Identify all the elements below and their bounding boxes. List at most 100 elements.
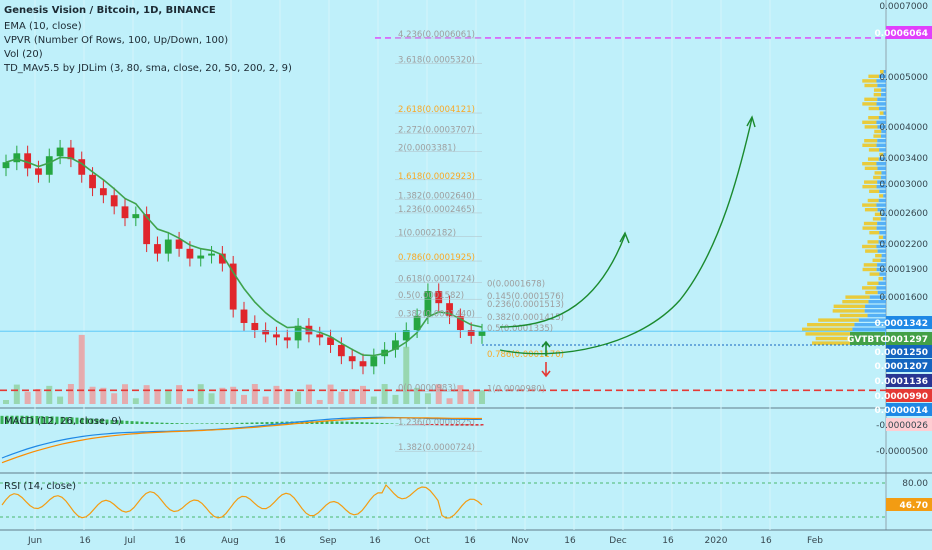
candle-body[interactable]: [456, 316, 464, 331]
vpvr-bar-up: [862, 79, 877, 83]
price-badge-label: 0.0001207: [874, 362, 928, 372]
macd-tick: -0.0000500: [876, 447, 928, 457]
candle-body[interactable]: [143, 214, 151, 245]
candle-body[interactable]: [99, 188, 107, 196]
candle-body[interactable]: [435, 291, 443, 304]
candle-body[interactable]: [13, 153, 21, 163]
candle-body[interactable]: [121, 206, 129, 219]
fib-label: 1.236(0.0000825): [398, 418, 475, 428]
volume-bar: [208, 393, 215, 404]
candle-body[interactable]: [240, 309, 248, 323]
price-badge-label: 0.0000014: [874, 406, 928, 416]
price-badge-label: 0.0006064: [874, 29, 928, 39]
vpvr-bar-down: [879, 272, 886, 276]
macd-histogram-bar: [240, 422, 244, 424]
fib-label: 0.786(0.0001925): [398, 253, 475, 263]
vpvr-bar-up: [845, 295, 870, 299]
volume-bar: [176, 385, 183, 404]
candle-body[interactable]: [283, 337, 291, 341]
macd-histogram-bar: [85, 418, 89, 424]
candle-body[interactable]: [402, 330, 410, 341]
candle-body[interactable]: [273, 334, 280, 338]
macd-signal-line: [1, 417, 482, 464]
candle-body[interactable]: [154, 244, 161, 254]
candle-body[interactable]: [186, 248, 194, 259]
vpvr-bar-up: [873, 88, 882, 92]
candle-body[interactable]: [35, 168, 42, 175]
candle-body[interactable]: [175, 239, 183, 249]
candle-body[interactable]: [348, 356, 356, 362]
candle-body[interactable]: [359, 361, 367, 367]
volume-bar: [251, 384, 258, 404]
vpvr-bar-down: [880, 217, 886, 221]
projection-arrow-2: [499, 117, 753, 355]
candle-body[interactable]: [262, 330, 270, 335]
vpvr-bar-up: [839, 313, 868, 318]
vpvr-bar-down: [876, 143, 886, 147]
macd-histogram-bar: [205, 423, 209, 424]
candle-body[interactable]: [467, 330, 475, 336]
macd-histogram-bar: [265, 422, 269, 424]
candle-body[interactable]: [56, 147, 64, 157]
macd-histogram-bar: [230, 423, 234, 424]
macd-histogram-bar: [60, 416, 64, 424]
macd-histogram-bar: [335, 421, 339, 424]
macd-histogram-bar: [160, 422, 164, 424]
candle-body[interactable]: [478, 331, 486, 336]
vpvr-bar-down: [876, 286, 886, 290]
candle-body[interactable]: [294, 325, 302, 341]
macd-histogram-bar: [10, 415, 14, 424]
vpvr-bar-up: [818, 318, 859, 322]
candle-body[interactable]: [164, 239, 172, 254]
candle-body[interactable]: [89, 174, 96, 189]
indicator-legend: VPVR (Number Of Rows, 100, Up/Down, 100): [4, 35, 228, 46]
candle-body[interactable]: [337, 345, 345, 357]
candle-body[interactable]: [424, 291, 432, 317]
candle-body[interactable]: [229, 263, 237, 310]
candle-body[interactable]: [218, 253, 226, 264]
candle-body[interactable]: [392, 340, 399, 350]
candle-body[interactable]: [78, 159, 86, 175]
vpvr-bar-down: [877, 290, 886, 295]
candle-body[interactable]: [2, 162, 10, 169]
vpvr-bar-up: [879, 111, 884, 115]
volume-bar: [57, 396, 64, 404]
vpvr-bar-up: [868, 74, 879, 78]
candle-body[interactable]: [370, 356, 378, 367]
macd-histogram-bar: [435, 424, 439, 426]
candle-body[interactable]: [45, 156, 53, 175]
candle-body[interactable]: [327, 337, 334, 346]
indicator-legend: Vol (20): [4, 49, 43, 60]
candle-body[interactable]: [197, 255, 205, 259]
rsi-line: [1, 483, 483, 519]
price-tick: 0.0007000: [879, 2, 928, 12]
vpvr-bar-up: [867, 281, 879, 285]
vpvr-bar-down: [878, 240, 886, 244]
macd-histogram-bar: [190, 423, 194, 424]
fib-label-right: 0.786(0.0001170): [487, 350, 564, 360]
candle-body[interactable]: [24, 153, 32, 169]
macd-histogram-bar: [260, 422, 264, 424]
macd-histogram-bar: [270, 421, 274, 424]
vpvr-bar-up: [878, 235, 884, 239]
candle-body[interactable]: [67, 147, 75, 160]
time-tick: Aug: [221, 536, 239, 546]
macd-histogram-bar: [385, 423, 389, 424]
candle-body[interactable]: [316, 334, 324, 338]
candle-body[interactable]: [251, 322, 259, 331]
candle-body[interactable]: [208, 253, 215, 256]
vpvr-bar-up: [862, 143, 877, 147]
candle-body[interactable]: [110, 195, 118, 207]
candle-body[interactable]: [413, 316, 421, 331]
vpvr-bar-up: [864, 180, 878, 184]
macd-histogram-bar: [65, 417, 69, 424]
macd-legend: MACD (12, 26, close, 9): [4, 416, 122, 427]
macd-histogram-bar: [100, 419, 104, 424]
candle-body[interactable]: [132, 214, 140, 219]
vpvr-bar-down: [880, 175, 886, 180]
macd-histogram-bar: [110, 419, 114, 424]
macd-histogram-bar: [135, 421, 139, 424]
candle-body[interactable]: [446, 303, 453, 317]
